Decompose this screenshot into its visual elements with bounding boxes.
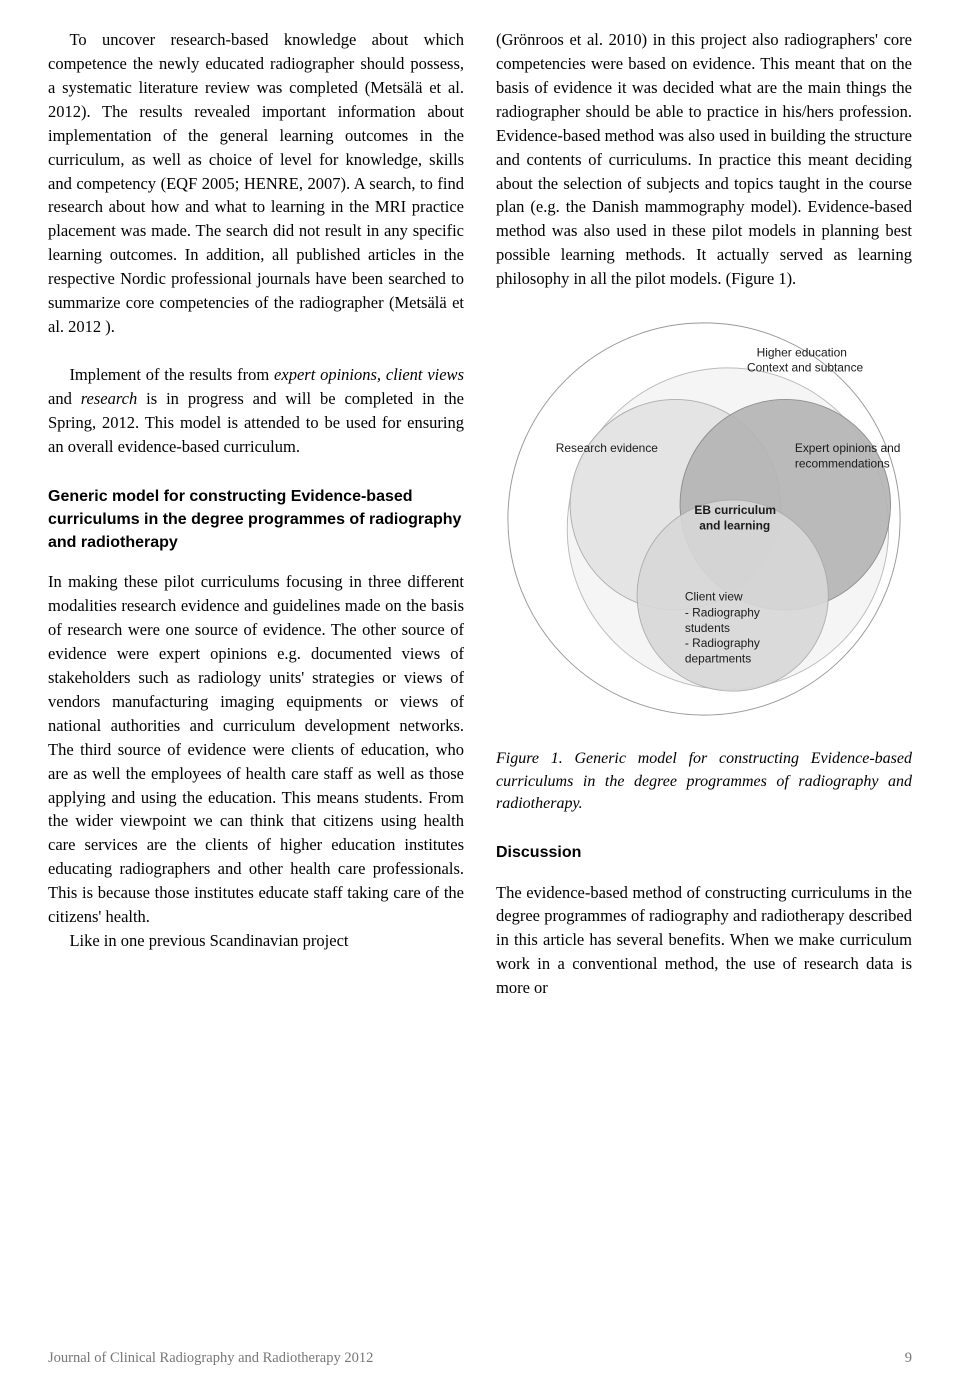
left-para-4: Like in one previous Scandinavian projec…	[48, 929, 464, 953]
label-higher-ed-1: Higher education	[757, 346, 847, 360]
left-para-2: Implement of the results from expert opi…	[48, 363, 464, 459]
label-expert-1: Expert opinions and	[795, 441, 901, 455]
label-client-1: Client view	[685, 589, 743, 603]
heading-generic-model: Generic model for constructing Evidence-…	[48, 485, 464, 555]
left-column: To uncover research-based knowledge abou…	[48, 28, 464, 1000]
left-para-3: In making these pilot curriculums focusi…	[48, 570, 464, 929]
figure-1: Higher education Context and subtance Re…	[496, 299, 912, 815]
right-column: (Grönroos et al. 2010) in this project a…	[496, 28, 912, 1000]
label-research: Research evidence	[556, 441, 659, 455]
footer-page-number: 9	[905, 1350, 912, 1367]
label-client-5: departments	[685, 652, 751, 666]
label-client-4: - Radiography	[685, 636, 760, 650]
p2-em1: expert opinions, client views	[274, 365, 464, 384]
footer-journal: Journal of Clinical Radiography and Radi…	[48, 1350, 373, 1367]
p2-pre: Implement of the results from	[69, 365, 274, 384]
heading-discussion: Discussion	[496, 841, 912, 864]
figure-svg: Higher education Context and subtance Re…	[496, 299, 912, 739]
right-para-1: (Grönroos et al. 2010) in this project a…	[496, 28, 912, 291]
label-client-3: students	[685, 621, 730, 635]
p2-mid: and	[48, 389, 81, 408]
label-higher-ed-2: Context and subtance	[747, 361, 864, 375]
right-para-2: The evidence-based method of constructin…	[496, 881, 912, 1001]
p2-em2: research	[81, 389, 138, 408]
figure-caption: Figure 1. Generic model for constructing…	[496, 748, 912, 815]
label-eb-1: EB curriculum	[694, 503, 776, 517]
label-eb-2: and learning	[699, 519, 770, 533]
page-footer: Journal of Clinical Radiography and Radi…	[48, 1350, 912, 1367]
left-para-1: To uncover research-based knowledge abou…	[48, 28, 464, 339]
label-client-2: - Radiography	[685, 606, 760, 620]
label-expert-2: recommendations	[795, 456, 890, 470]
